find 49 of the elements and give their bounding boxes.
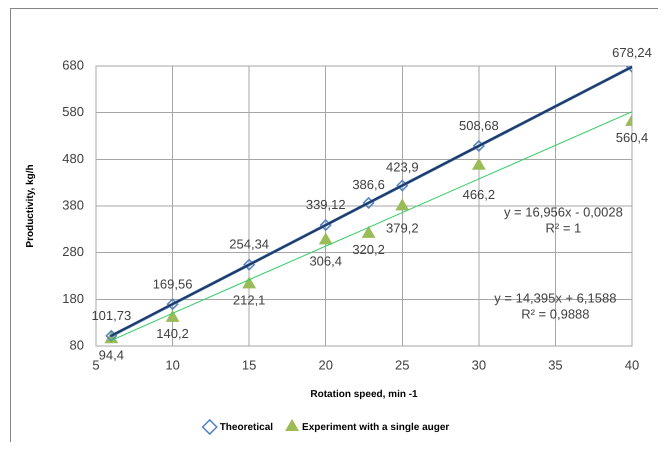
y-tick-label: 180 bbox=[62, 290, 84, 306]
annotation: y = 16,956x - 0,0028 R² = 1 bbox=[504, 204, 623, 236]
x-tick-label: 5 bbox=[92, 357, 100, 372]
point bbox=[472, 158, 486, 170]
x-tick-label: 10 bbox=[165, 357, 180, 372]
data-label: 466,2 bbox=[462, 186, 496, 202]
data-label: 306,4 bbox=[309, 253, 342, 268]
legend-label: Theoretical bbox=[220, 422, 274, 433]
point bbox=[396, 180, 408, 192]
point bbox=[319, 232, 332, 244]
point bbox=[473, 140, 485, 152]
point bbox=[320, 219, 332, 231]
point bbox=[166, 310, 180, 322]
point bbox=[243, 258, 255, 270]
y-tick-label: 380 bbox=[62, 198, 84, 213]
y-tick-label: 580 bbox=[62, 104, 84, 120]
legend-label: Experiment with a single auger bbox=[302, 422, 450, 433]
y-axis-title: Productivity, kg/h bbox=[24, 164, 36, 248]
data-label: 508,68 bbox=[458, 118, 499, 134]
x-tick-label: 20 bbox=[318, 357, 333, 372]
y-tick-label: 680 bbox=[62, 58, 84, 73]
x-tick-label: 15 bbox=[242, 357, 256, 372]
x-tick-label: 25 bbox=[395, 357, 410, 372]
y-tick-label: 80 bbox=[70, 338, 84, 353]
data-label: 560,4 bbox=[616, 130, 648, 145]
point bbox=[362, 226, 376, 238]
data-label: 101,73 bbox=[91, 308, 132, 323]
data-label: 386,6 bbox=[352, 177, 385, 192]
data-label: 212,1 bbox=[232, 292, 266, 308]
data-label: 423,9 bbox=[386, 160, 419, 175]
point bbox=[396, 198, 409, 210]
point bbox=[362, 197, 374, 209]
data-label: 140,2 bbox=[156, 326, 189, 341]
x-tick-label: 30 bbox=[472, 357, 486, 372]
data-label: 254,34 bbox=[229, 236, 270, 252]
data-label: 339,12 bbox=[306, 197, 346, 212]
x-tick-label: 35 bbox=[548, 357, 563, 372]
data-label: 169,56 bbox=[152, 276, 192, 292]
data-label: 678,24 bbox=[612, 44, 652, 60]
x-axis-title: Rotation speed, min -1 bbox=[310, 388, 418, 400]
annotation: y = 14,395x + 6,1588 R² = 0,9888 bbox=[494, 290, 616, 322]
point bbox=[166, 298, 178, 310]
y-tick-label: 480 bbox=[62, 150, 84, 166]
data-label: 320,2 bbox=[352, 242, 385, 257]
data-label: 379,2 bbox=[386, 220, 419, 236]
x-tick-label: 40 bbox=[624, 357, 640, 372]
y-tick-label: 280 bbox=[62, 244, 84, 260]
point bbox=[242, 276, 256, 288]
data-label: 94,4 bbox=[98, 347, 124, 362]
